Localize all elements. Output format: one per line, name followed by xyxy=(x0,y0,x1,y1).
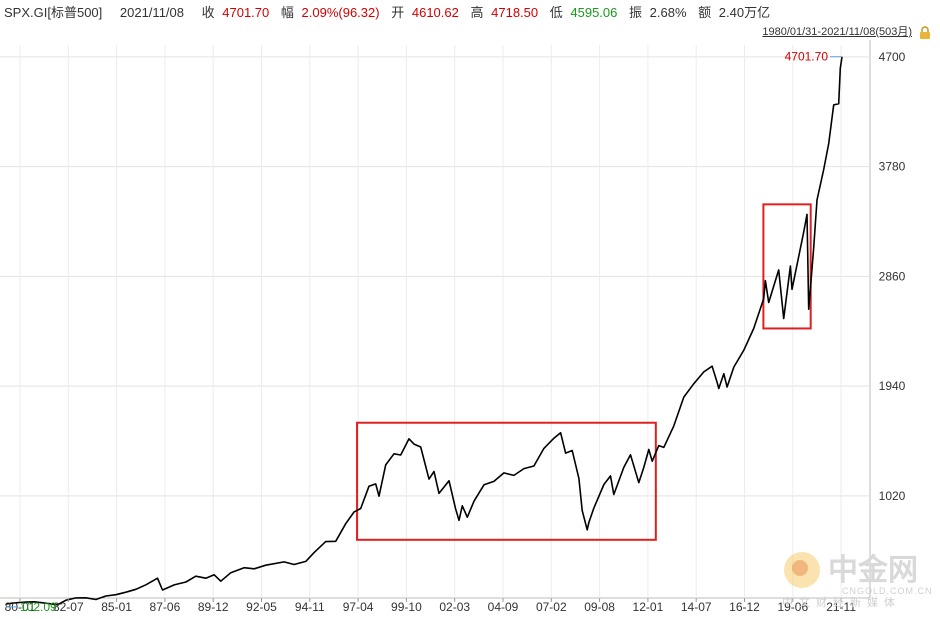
x-tick-label: 19-06 xyxy=(777,600,808,614)
highlight-box xyxy=(762,203,812,330)
x-tick-label: 99-10 xyxy=(391,600,422,614)
extreme-markers: 4701.70 102.09 xyxy=(6,50,842,614)
cngold-watermark: 中金网 CNGOLD.COM.CN 中文财经新媒体 xyxy=(782,552,933,609)
x-tick-label: 87-06 xyxy=(150,600,181,614)
low-value: 4595.06 xyxy=(570,5,618,20)
y-tick-label: 1020 xyxy=(879,489,906,503)
date-label: 2021/11/08 xyxy=(119,5,184,20)
high-value: 4718.50 xyxy=(491,5,539,20)
x-tick-label: 14-07 xyxy=(681,600,712,614)
watermark-domain: CNGOLD.COM.CN xyxy=(842,586,933,596)
volume-label: 额 xyxy=(698,5,712,20)
y-tick-label: 2860 xyxy=(879,269,906,283)
high-label: 高 xyxy=(470,5,484,20)
open-label: 开 xyxy=(391,5,405,20)
x-tick-label: 02-03 xyxy=(439,600,470,614)
x-tick-label: 85-01 xyxy=(101,600,132,614)
x-tick-label: 82-07 xyxy=(53,600,84,614)
y-tick-label: 4700 xyxy=(879,50,906,64)
date-range-selector[interactable]: 1980/01/31-2021/11/08(503月) xyxy=(762,26,912,38)
volume-value: 2.40万亿 xyxy=(718,5,771,20)
min-value-label: 102.09 xyxy=(20,600,57,614)
symbol-label[interactable]: SPX.GI[标普500] xyxy=(4,5,103,20)
x-tick-label: 21-11 xyxy=(826,600,856,614)
change-value: 2.09%(96.32) xyxy=(301,5,380,20)
x-tick-label: 04-09 xyxy=(488,600,519,614)
y-tick-label: 1940 xyxy=(879,379,906,393)
y-axis: 1020 1940 2860 3780 4700 xyxy=(879,50,906,503)
x-tick-label: 92-05 xyxy=(246,600,277,614)
highlight-box xyxy=(356,421,657,541)
change-label: 幅 xyxy=(280,5,294,20)
x-tick-label: 94-11 xyxy=(295,600,325,614)
x-tick-label: 80-01 xyxy=(5,600,36,614)
x-tick-label: 12-01 xyxy=(633,600,664,614)
low-label: 低 xyxy=(549,5,563,20)
price-line[interactable] xyxy=(5,56,843,606)
x-tick-label: 16-12 xyxy=(729,600,760,614)
y-tick-label: 3780 xyxy=(879,160,906,174)
watermark-cn: 中金网 xyxy=(828,553,918,587)
x-tick-label: 97-04 xyxy=(343,600,374,614)
open-value: 4610.62 xyxy=(411,5,459,20)
quote-header: SPX.GI[标普500] 2021/11/08 收 4701.70 幅 2.0… xyxy=(4,4,936,22)
grid-layer xyxy=(0,40,871,599)
x-tick-label: 07-02 xyxy=(536,600,567,614)
highlight-layer xyxy=(356,203,812,541)
amplitude-label: 振 xyxy=(629,5,643,20)
x-tick-label: 89-12 xyxy=(198,600,229,614)
max-value-label: 4701.70 xyxy=(785,50,829,64)
close-value: 4701.70 xyxy=(222,5,270,20)
lock-icon[interactable] xyxy=(918,26,932,40)
close-label: 收 xyxy=(201,5,215,20)
x-tick-label: 09-08 xyxy=(584,600,615,614)
amplitude-value: 2.68% xyxy=(649,5,687,20)
watermark-sub: 中文财经新媒体 xyxy=(782,595,901,609)
x-axis: 80-01 82-07 85-01 87-06 89-12 92-05 94-11 97-04… xyxy=(5,598,856,614)
